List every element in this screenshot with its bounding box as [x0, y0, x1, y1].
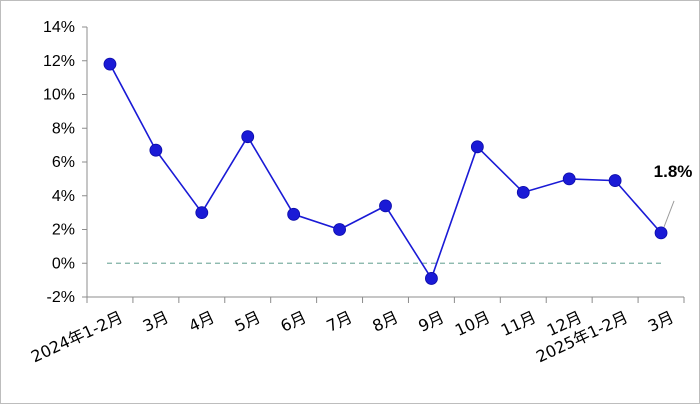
y-axis: -2% 0% 2% 4% 6% 8% 10% 12% 14% [43, 19, 88, 306]
data-point [333, 223, 346, 236]
x-tick-label: 9月 [415, 307, 447, 335]
data-point [195, 206, 209, 220]
y-tick-label: 2% [52, 222, 75, 239]
data-points [103, 57, 668, 285]
x-tick-label: 8月 [369, 307, 401, 335]
y-tick-label: 12% [43, 53, 75, 70]
series-line [109, 63, 662, 281]
x-tick-label: 2024年1-2月 [28, 307, 126, 366]
y-tick-label: 0% [52, 255, 75, 272]
data-point [379, 199, 392, 213]
x-tick-label: 11月 [498, 307, 539, 340]
data-point [654, 226, 668, 240]
y-tick-label: 8% [52, 120, 75, 137]
y-tick-label: 10% [43, 87, 75, 104]
x-tick-label: 5月 [232, 307, 264, 335]
x-axis: 2024年1-2月 3月 4月 5月 6月 7月 8月 9月 10月 11月 12月2025年1-2… [28, 296, 685, 366]
annotations: 1.8% [654, 162, 693, 228]
x-tick-label: 10月 [452, 307, 493, 340]
x-tick-label: 3月 [645, 307, 677, 335]
x-tick-label: 4月 [186, 307, 218, 335]
x-tick-label: 3月 [140, 307, 172, 335]
data-label-leader [663, 200, 675, 228]
x-tick-label: 2025年1-2月 [533, 307, 631, 366]
y-tick-label: 14% [43, 19, 75, 36]
data-point [103, 57, 117, 71]
data-point [608, 174, 622, 187]
data-point [425, 272, 438, 285]
data-point [562, 172, 576, 186]
data-label: 1.8% [654, 162, 693, 181]
y-tick-label: 4% [52, 188, 75, 205]
data-point [516, 185, 530, 199]
data-point [241, 130, 255, 144]
series-line-group [109, 63, 662, 281]
y-tick-label: 6% [52, 154, 75, 171]
data-point [470, 140, 484, 154]
y-tick-label: -2% [47, 289, 75, 306]
x-tick-label: 6月 [278, 307, 310, 335]
x-tick-label: 7月 [324, 307, 356, 335]
data-point [149, 143, 163, 157]
data-point [287, 207, 301, 221]
